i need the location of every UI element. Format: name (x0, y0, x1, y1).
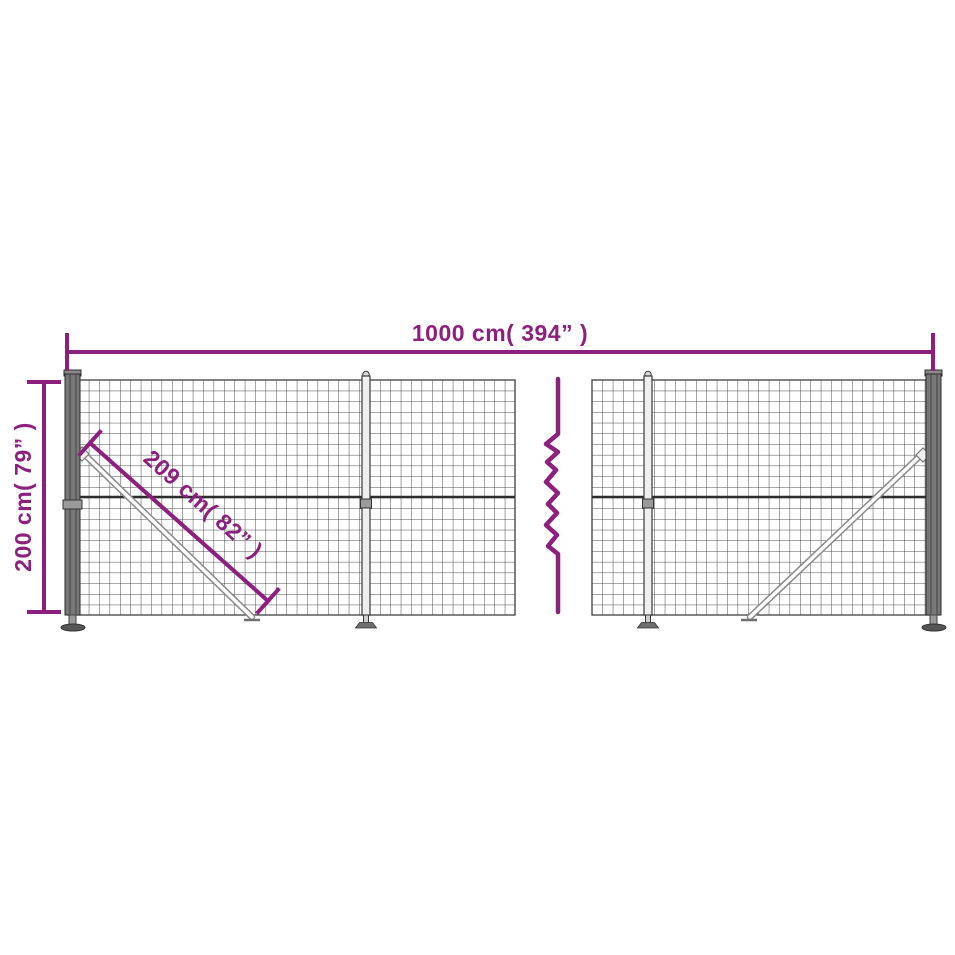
diagonal-dimension-tick-end (255, 586, 281, 616)
post-clamp (642, 498, 654, 509)
post-foot-plate (636, 622, 660, 629)
height-dimension-label: 200 cm( 79” ) (10, 422, 36, 572)
height-dimension: 200 cm( 79” ) (10, 380, 61, 614)
mid-post-left (354, 370, 378, 629)
diagonal-dimension-tick-start (77, 428, 103, 458)
diagonal-dimension-line (87, 440, 271, 604)
post-foot-flange (60, 623, 86, 632)
foot-stem (645, 614, 651, 624)
post-clamp (62, 499, 83, 510)
mid-post-right (636, 370, 660, 629)
end-post-right (921, 369, 947, 632)
foot-stem (929, 614, 938, 626)
fence-break-symbol (543, 376, 561, 615)
post-clamp (360, 498, 372, 509)
foot-stem (68, 614, 77, 626)
foot-stem (363, 614, 369, 624)
width-dimension: 1000 cm( 394” ) (65, 320, 935, 371)
fence-section-left (60, 369, 516, 632)
fence-section-right (591, 369, 947, 632)
end-post-left (60, 369, 86, 632)
post-foot-plate (354, 622, 378, 629)
post-foot-flange (921, 623, 947, 632)
width-dimension-label: 1000 cm( 394” ) (412, 320, 588, 346)
